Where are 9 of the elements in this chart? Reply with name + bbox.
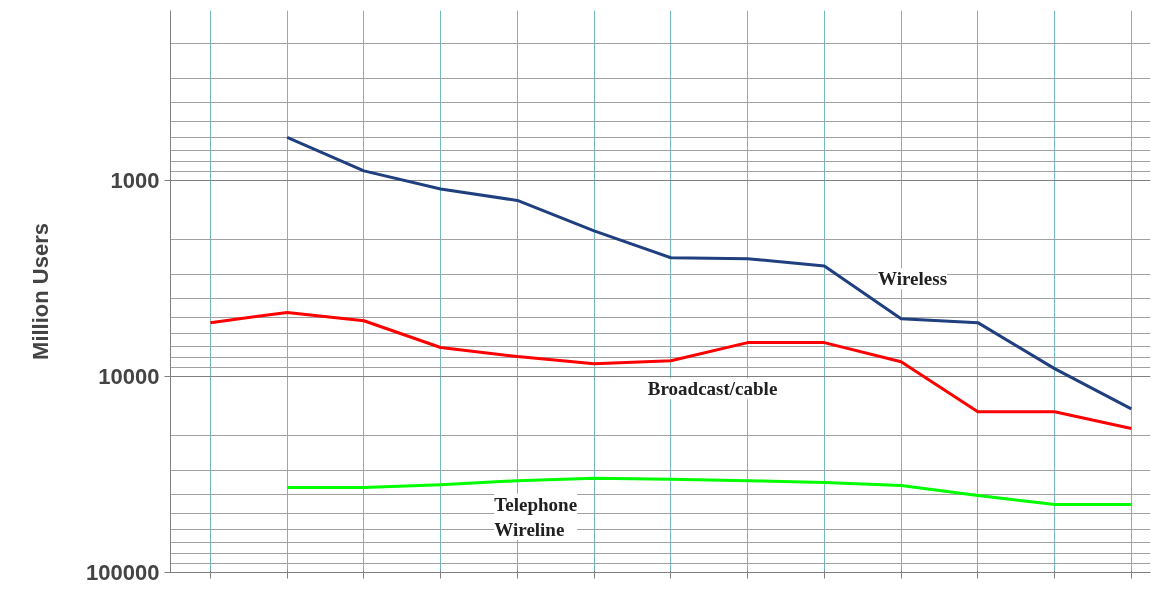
line-series — [208, 310, 1133, 431]
line-series — [285, 135, 1133, 411]
y-tick-label: 1000 — [110, 168, 160, 194]
series-label: Broadcast/cable — [647, 378, 778, 400]
series-label: Telephone Wireline — [494, 493, 578, 540]
y-tick-label: 10000 — [98, 364, 160, 390]
y-axis-title: Million Users — [28, 223, 54, 360]
series-label: Wireless — [878, 268, 948, 290]
y-tick-label: 100000 — [86, 560, 160, 585]
